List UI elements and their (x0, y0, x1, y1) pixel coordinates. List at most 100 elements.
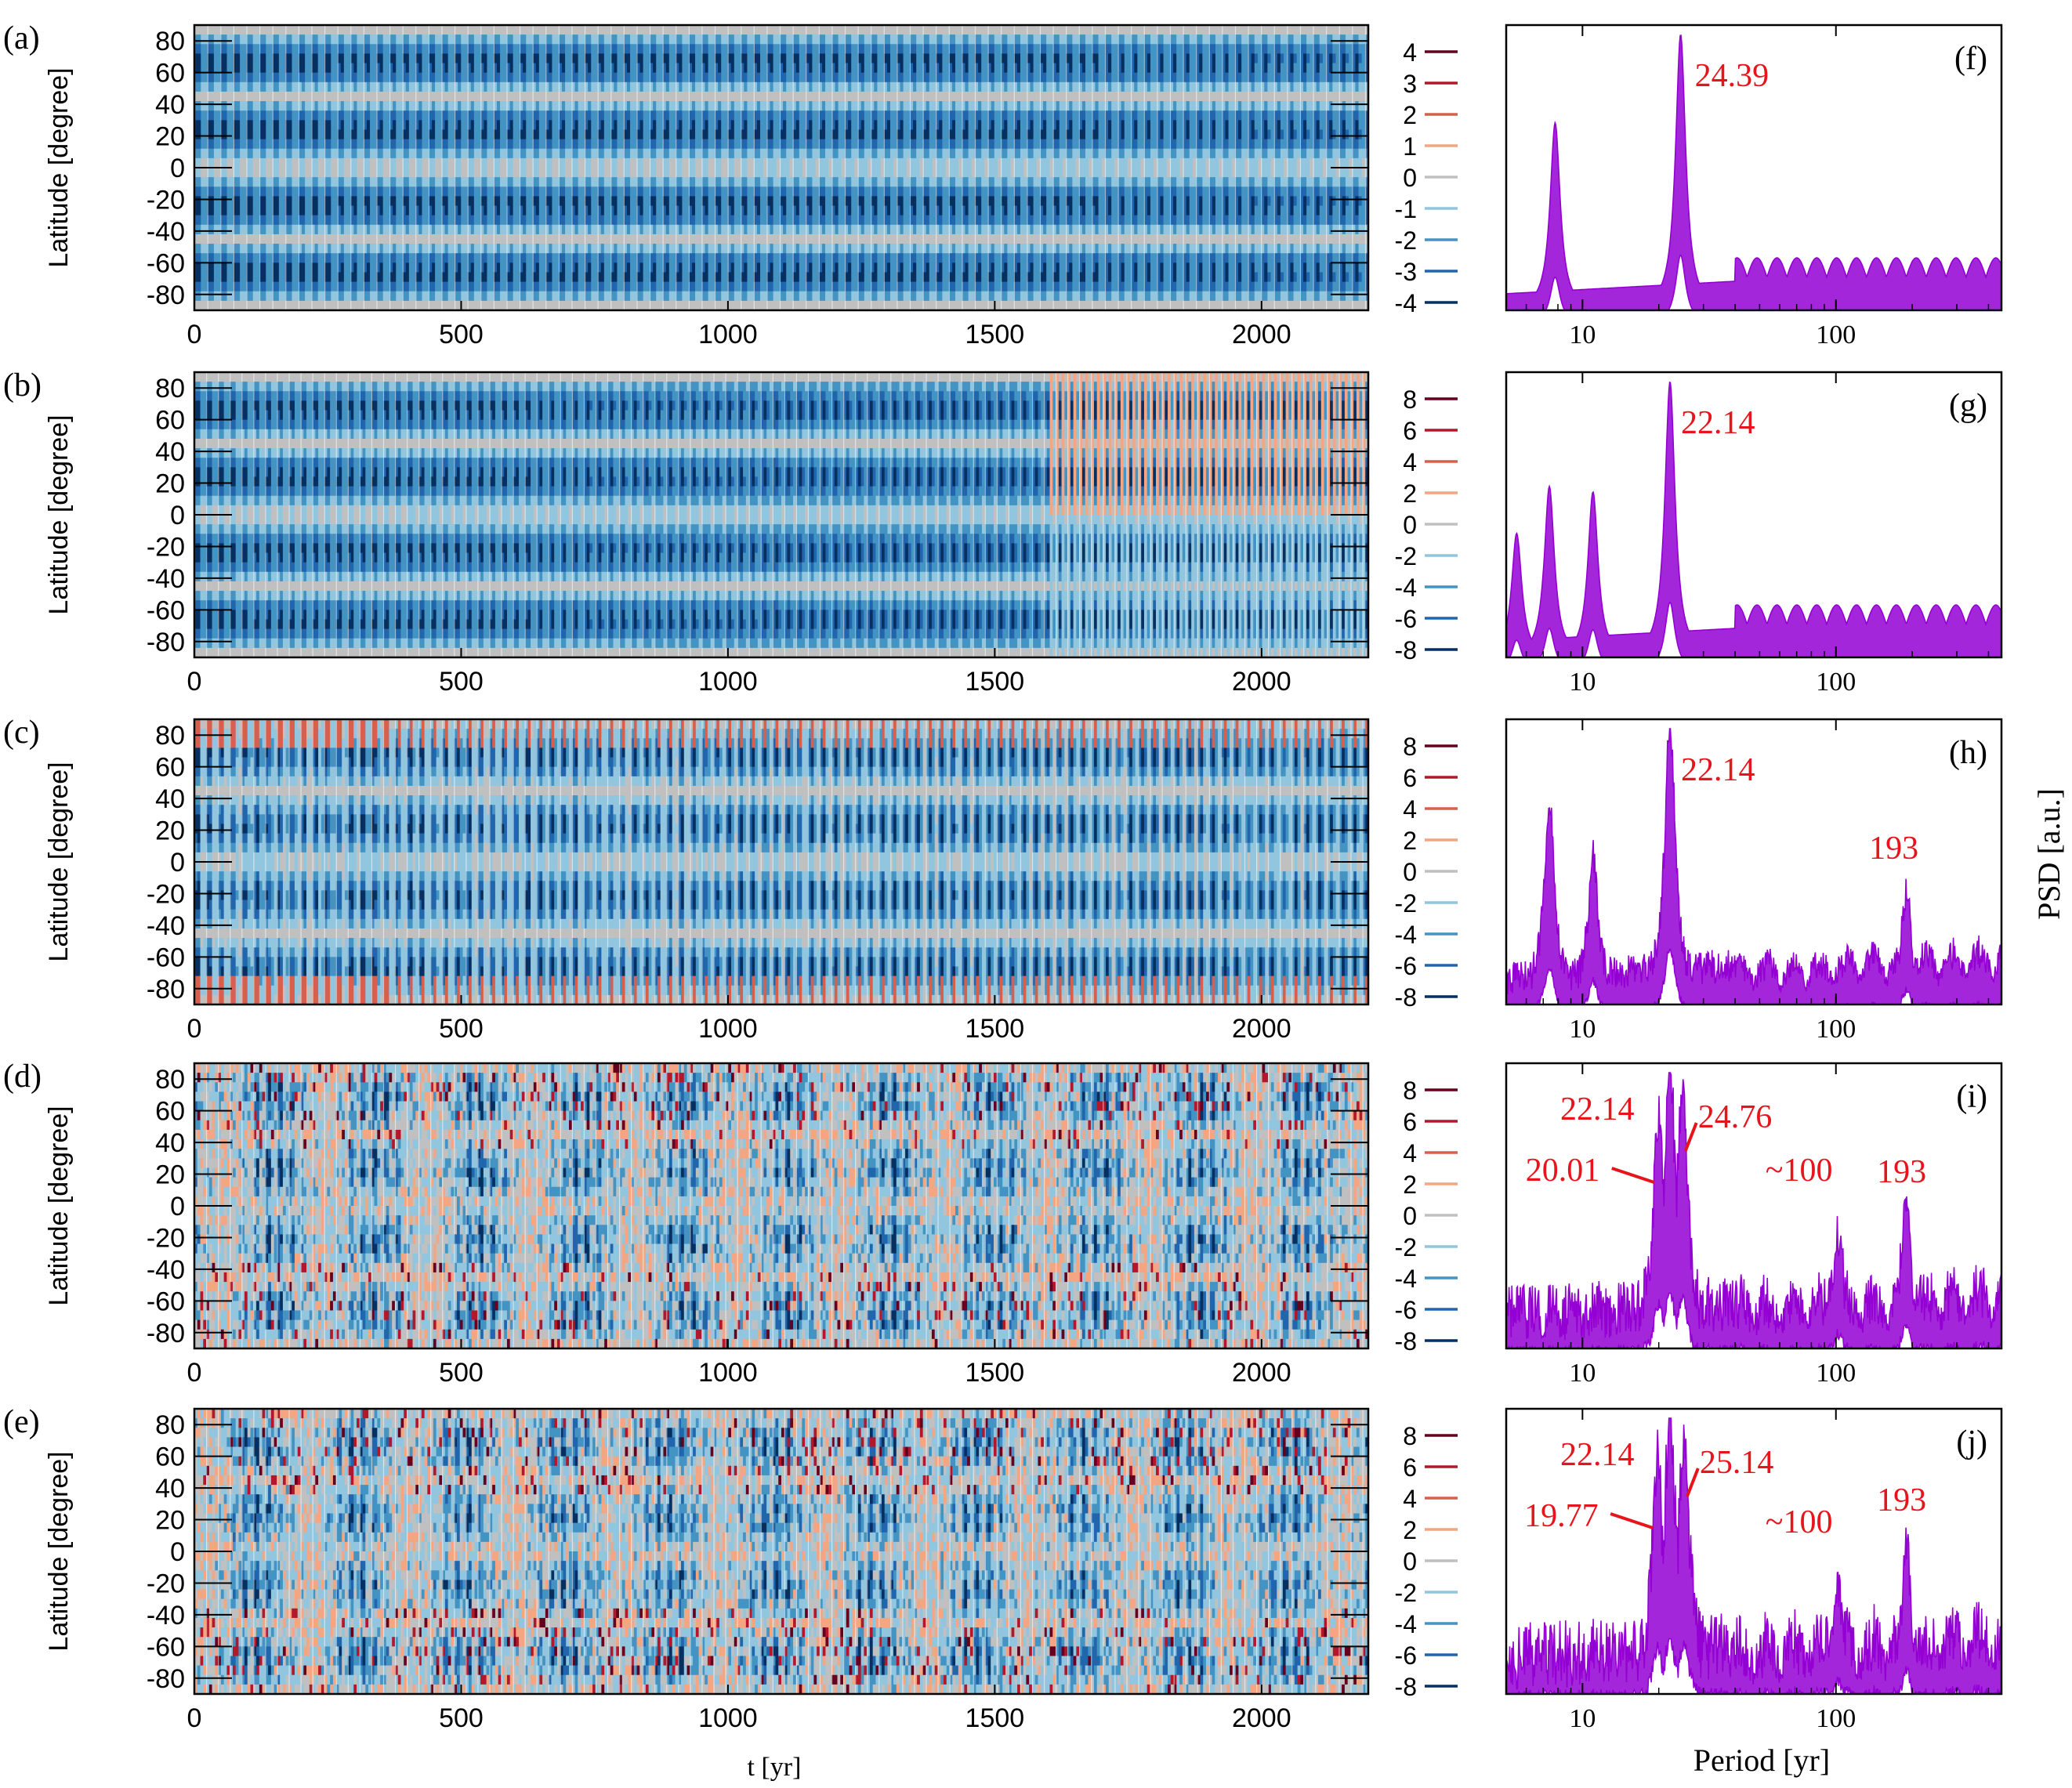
legend-label: -4 (1395, 574, 1417, 602)
x-tick-label: 1000 (698, 320, 758, 349)
peak-annotation: ~100 (1766, 1153, 1833, 1189)
y-tick-label: 40 (155, 784, 185, 814)
peak-annotation: 25.14 (1700, 1445, 1774, 1481)
y-tick-label: -60 (147, 1287, 185, 1316)
x-tick-label: 10 (1569, 1015, 1596, 1044)
x-tick-label: 1500 (965, 1703, 1025, 1733)
y-tick-label: -80 (147, 1319, 185, 1348)
panel-label: (d) (3, 1059, 42, 1095)
plot-frame (1505, 24, 2003, 312)
x-tick-label: 1500 (965, 320, 1025, 349)
legend-label: -6 (1395, 605, 1417, 633)
x-tick-label: 500 (439, 667, 484, 697)
x-tick-label: 2000 (1232, 320, 1291, 349)
x-tick-label: 10 (1569, 1359, 1596, 1388)
y-tick-label: -20 (147, 1569, 185, 1598)
y-tick-label: 20 (155, 469, 185, 499)
psd-curve (1506, 1417, 2001, 1694)
x-tick-label: 10 (1569, 320, 1596, 349)
x-tick-label: 1000 (698, 667, 758, 697)
legend-label: 1 (1403, 132, 1417, 161)
psd-curve (1506, 34, 2001, 310)
contour-field (194, 1409, 1368, 1694)
x-tick-label: 2000 (1232, 667, 1291, 697)
legend-label: 6 (1403, 417, 1417, 445)
peak-annotation: 22.14 (1560, 1091, 1635, 1127)
y-tick-label: 20 (155, 816, 185, 846)
plot-frame (1505, 371, 2003, 659)
panel-label: (e) (3, 1404, 40, 1440)
peak-annotation: 19.77 (1524, 1498, 1599, 1534)
contour-legend: 4 3 2 1 0 -1 -2 -3 -4 (1395, 38, 1458, 317)
x-tick-label: 0 (187, 667, 202, 697)
y-tick-label: -20 (147, 1223, 185, 1253)
y-tick-label: -60 (147, 1632, 185, 1662)
legend-label: 3 (1403, 70, 1417, 98)
legend-label: -2 (1395, 889, 1417, 918)
y-tick-label: 0 (170, 848, 185, 878)
peak-annotation: 20.01 (1526, 1153, 1600, 1189)
plot-frame (1505, 718, 2003, 1006)
y-axis-title: Latitude [degree] (44, 1106, 74, 1305)
plot-frame (1505, 1407, 2003, 1696)
y-tick-label: 40 (155, 1128, 185, 1158)
legend-label: 0 (1403, 858, 1417, 886)
y-tick-label: -60 (147, 595, 185, 625)
y-tick-label: 40 (155, 90, 185, 120)
y-tick-label: 0 (170, 1537, 185, 1567)
x-tick-label: 500 (439, 1014, 484, 1044)
y-tick-label: 20 (155, 1160, 185, 1190)
x-tick-label: 500 (439, 1703, 484, 1733)
legend-label: -2 (1395, 226, 1417, 255)
y-tick-label: -80 (147, 975, 185, 1004)
y-tick-label: -60 (147, 248, 185, 278)
x-tick-label: 1500 (965, 1358, 1025, 1388)
legend-label: 8 (1403, 733, 1417, 761)
panel-label: (j) (1956, 1424, 1987, 1460)
x-tick-label: 100 (1816, 668, 1856, 697)
contour-field (194, 1063, 1368, 1348)
contour-legend: 8 6 4 2 0 -2 -4 -6 -8 (1395, 733, 1458, 1012)
legend-label: 0 (1403, 1547, 1417, 1576)
contour-legend: 8 6 4 2 0 -2 -4 -6 -8 (1395, 1077, 1458, 1355)
legend-label: 4 (1403, 448, 1417, 476)
psd-x-axis-title: Period [yr] (1693, 1743, 1830, 1778)
x-tick-label: 0 (187, 1358, 202, 1388)
y-tick-label: 80 (155, 27, 185, 56)
psd-curve (1506, 1072, 2001, 1348)
legend-label: -3 (1395, 258, 1417, 286)
y-tick-label: 80 (155, 1410, 185, 1440)
x-tick-label: 100 (1816, 1359, 1856, 1388)
plot-frame (1505, 1062, 2003, 1350)
psd-curve (1506, 728, 2001, 1004)
legend-label: 0 (1403, 511, 1417, 539)
x-tick-label: 1500 (965, 667, 1025, 697)
legend-label: -2 (1395, 1579, 1417, 1607)
contour-field (194, 372, 1368, 657)
legend-label: -6 (1395, 1641, 1417, 1670)
y-tick-label: 60 (155, 406, 185, 436)
legend-label: 6 (1403, 1453, 1417, 1482)
legend-label: -4 (1395, 1610, 1417, 1638)
legend-label: 4 (1403, 38, 1417, 67)
y-tick-label: -40 (147, 217, 185, 247)
x-tick-label: 500 (439, 320, 484, 349)
y-tick-label: -40 (147, 1601, 185, 1631)
x-tick-label: 10 (1569, 1704, 1596, 1733)
x-tick-label: 1000 (698, 1358, 758, 1388)
legend-label: -4 (1395, 289, 1417, 317)
peak-annotation: 193 (1869, 831, 1918, 867)
peak-annotation: 24.39 (1695, 58, 1770, 94)
x-tick-label: 2000 (1232, 1358, 1291, 1388)
peak-annotation: 24.76 (1698, 1099, 1773, 1135)
peak-annotation: 22.14 (1681, 752, 1755, 788)
contour-legend: 8 6 4 2 0 -2 -4 -6 -8 (1395, 1422, 1458, 1701)
x-tick-label: 100 (1816, 320, 1856, 349)
legend-label: 2 (1403, 101, 1417, 129)
x-tick-label: 2000 (1232, 1703, 1291, 1733)
y-tick-label: -80 (147, 281, 185, 310)
